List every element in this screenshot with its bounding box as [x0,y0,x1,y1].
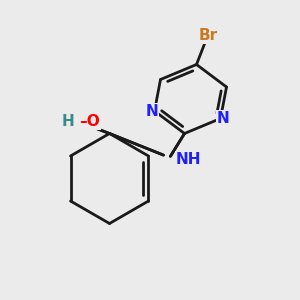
Text: H: H [61,114,74,129]
Text: NH: NH [176,152,201,167]
Text: N: N [217,111,230,126]
Text: N: N [145,103,158,118]
Text: –O: –O [80,114,100,129]
Text: Br: Br [199,28,218,44]
